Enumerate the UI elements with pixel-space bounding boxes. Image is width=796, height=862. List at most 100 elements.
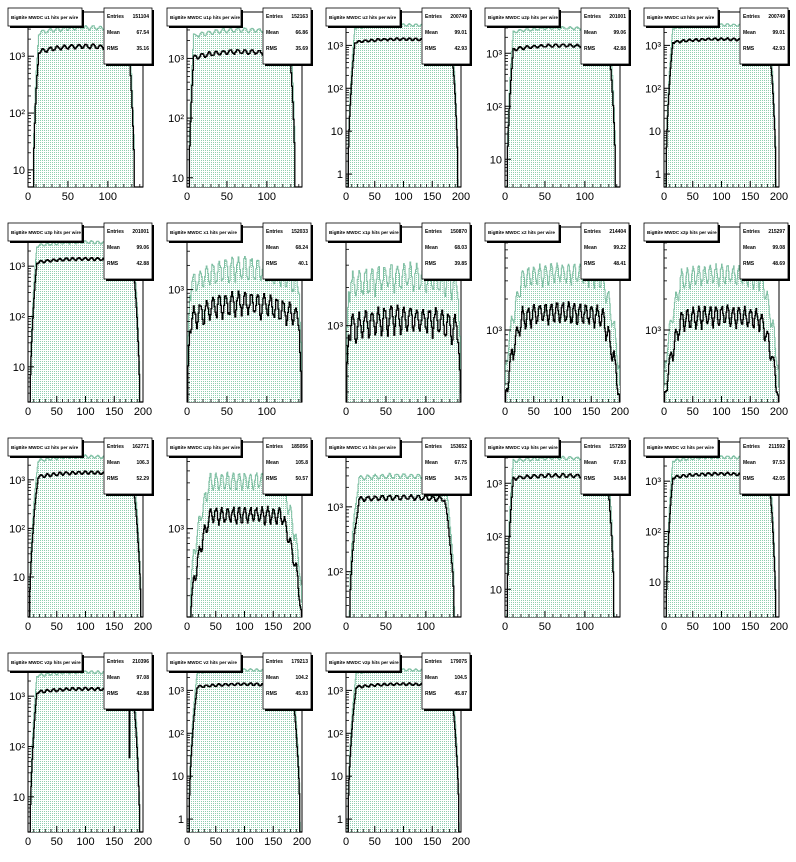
stats-label: RMS <box>107 261 119 267</box>
stats-box <box>580 7 630 65</box>
stats-label: Entries <box>743 444 760 450</box>
stats-value: 45.87 <box>454 691 467 697</box>
x-tick-label: 100 <box>394 836 412 848</box>
stats-value: 42.93 <box>772 46 785 52</box>
histogram-title: BigBite MWDC v2p hits per wire <box>329 660 399 665</box>
y-tick-label: 10² <box>9 741 25 753</box>
y-tick-label: 10² <box>327 567 343 579</box>
y-tick-label: 1 <box>655 169 661 181</box>
stats-box <box>421 222 471 280</box>
x-tick-label: 0 <box>502 621 508 633</box>
x-tick-label: 0 <box>25 406 31 418</box>
x-tick-label: 200 <box>134 836 152 848</box>
x-tick-label: 50 <box>687 406 699 418</box>
stats-label: RMS <box>107 476 119 482</box>
histogram-svg: 10 10² 10³ 0 50 100 BigBite MWDC v1p hits per … <box>484 437 631 633</box>
y-tick-label: 10² <box>486 531 502 543</box>
x-tick-label: 150 <box>423 191 441 203</box>
histogram-panel: 1 10 10² 10³ 0 50 100 150 200 BigBite MWDC v2 hit… <box>159 645 318 860</box>
histogram-svg: 10 10² 10³ 0 50 100 150 200 BigBite MWDC u2 hits… <box>7 437 154 633</box>
x-tick-label: 50 <box>221 191 233 203</box>
histogram-panel: 10³ 0 50 100 BigBite MWDC x1 hits per wire En… <box>159 215 318 430</box>
stats-box <box>421 437 471 495</box>
y-tick-label: 1 <box>337 814 343 826</box>
stats-label: Mean <box>425 675 438 681</box>
stats-value: 215297 <box>768 229 785 235</box>
stats-value: 42.88 <box>613 46 626 52</box>
stats-value: 39.85 <box>454 261 467 267</box>
stats-value: 201001 <box>132 229 149 235</box>
stats-label: Entries <box>107 14 124 20</box>
stats-box <box>103 222 153 280</box>
stats-box <box>739 222 789 280</box>
stats-box <box>262 437 312 495</box>
stats-label: Mean <box>743 245 756 251</box>
x-tick-label: 200 <box>134 621 152 633</box>
outer-hist-fill <box>28 670 143 832</box>
x-tick-label: 200 <box>611 406 629 418</box>
y-tick-label: 1 <box>337 169 343 181</box>
stats-label: RMS <box>425 476 437 482</box>
x-tick-label: 50 <box>210 621 222 633</box>
histogram-title: BigBite MWDC u2p hits per wire <box>488 15 558 20</box>
x-tick-label: 150 <box>741 406 759 418</box>
stats-label: Mean <box>425 245 438 251</box>
y-tick-label: 10 <box>172 173 184 185</box>
x-tick-label: 150 <box>105 836 123 848</box>
stats-value: 200749 <box>768 14 785 20</box>
stats-label: Mean <box>266 245 279 251</box>
y-tick-label: 10³ <box>9 261 25 273</box>
stats-label: RMS <box>266 261 278 267</box>
y-tick-label: 10² <box>168 113 184 125</box>
x-tick-label: 0 <box>661 621 667 633</box>
x-tick-label: 50 <box>380 406 392 418</box>
histogram-panel: 10 10² 10³ 0 50 100 BigBite MWDC u1p hits per … <box>159 0 318 215</box>
histogram-title: BigBite MWDC u2p hits per wire <box>170 445 240 450</box>
stats-value: 162771 <box>132 444 149 450</box>
stats-box <box>103 7 153 65</box>
y-tick-label: 1 <box>178 814 184 826</box>
y-tick-label: 10 <box>490 584 502 596</box>
histogram-title: BigBite MWDC x2 hits per wire <box>488 230 555 235</box>
stats-box <box>103 437 153 495</box>
x-tick-label: 150 <box>423 836 441 848</box>
stats-value: 105.8 <box>295 460 308 466</box>
stats-value: 152033 <box>291 229 308 235</box>
y-tick-label: 10 <box>13 572 25 584</box>
outer-hist-fill <box>505 263 620 402</box>
histogram-panel: 10 10² 10³ 0 50 100 BigBite MWDC u2p hits per … <box>477 0 636 215</box>
stats-label: Entries <box>266 229 283 235</box>
histogram-title: BigBite MWDC u2 hits per wire <box>329 15 397 20</box>
x-tick-label: 150 <box>264 621 282 633</box>
stats-value: 214404 <box>609 229 626 235</box>
stats-label: Mean <box>584 460 597 466</box>
inner-hist-line <box>346 304 461 403</box>
x-tick-label: 100 <box>417 406 435 418</box>
x-tick-label: 0 <box>25 836 31 848</box>
y-tick-label: 10² <box>9 523 25 535</box>
histogram-panel: 10³ 0 50 100 150 200 BigBite MWDC x2p hits per… <box>636 215 795 430</box>
stats-box <box>580 437 630 495</box>
stats-value: 200749 <box>450 14 467 20</box>
y-tick-label: 10³ <box>327 685 343 697</box>
stats-value: 42.88 <box>136 261 149 267</box>
stats-label: Mean <box>107 675 120 681</box>
x-tick-label: 50 <box>51 621 63 633</box>
histogram-svg: 10 10² 10³ 0 50 100 BigBite MWDC u1 hits per w… <box>7 7 154 203</box>
stats-value: 40.1 <box>298 261 308 267</box>
stats-label: RMS <box>266 476 278 482</box>
stats-label: Mean <box>107 30 120 36</box>
x-tick-label: 100 <box>258 406 276 418</box>
histogram-svg: 1 10 10² 10³ 0 50 100 150 200 BigBite MWDC v2 hit… <box>166 652 313 848</box>
x-tick-label: 200 <box>770 621 788 633</box>
x-tick-label: 0 <box>343 836 349 848</box>
histogram-panel: 1 10 10² 10³ 0 50 100 150 200 BigBite MWDC v2p hi… <box>318 645 477 860</box>
y-tick-label: 10³ <box>168 53 184 65</box>
histogram-title: BigBite MWDC x1 hits per wire <box>170 230 237 235</box>
x-tick-label: 100 <box>258 191 276 203</box>
outer-hist-fill <box>187 256 302 402</box>
stats-label: Entries <box>425 444 442 450</box>
histogram-panel: 10 10² 10³ 0 50 100 150 200 BigBite MWDC v2 hits… <box>636 430 795 645</box>
x-tick-label: 0 <box>184 406 190 418</box>
